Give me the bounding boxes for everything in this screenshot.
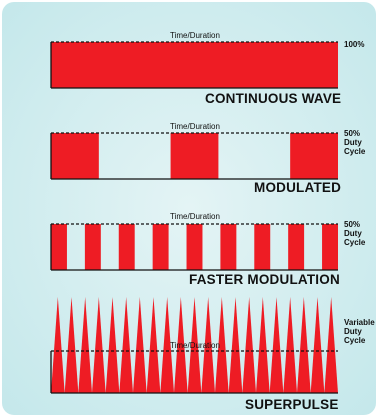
panel-3-pulse — [118, 224, 135, 270]
panel-1-name-label: CONTINUOUS WAVE — [205, 91, 342, 106]
superpulse-spike — [324, 297, 338, 393]
superpulse-spike — [187, 297, 202, 393]
panel-2-pulse — [290, 133, 338, 179]
panel-4-side-label-line-1: Variable — [344, 318, 375, 327]
panel-3-pulse — [84, 224, 101, 270]
panel-3-name-label: FASTER MODULATION — [189, 272, 340, 287]
superpulse-spike — [228, 297, 243, 393]
panel-2-side-label-line-3: Cycle — [344, 147, 366, 156]
panel-3-side-label-line-1: 50% — [344, 220, 361, 229]
panel-3-side-label-line-2: Duty — [344, 229, 362, 238]
panel-4-side-label-line-3: Cycle — [344, 336, 366, 345]
superpulse-spike — [242, 297, 256, 393]
superpulse-spike — [283, 297, 297, 393]
superpulse-spike — [201, 297, 215, 393]
superpulse-spike — [215, 297, 229, 393]
panel-3-pulse — [186, 224, 203, 270]
panel-4-side-label-line-2: Duty — [344, 327, 362, 336]
panel-3-pulse — [254, 224, 271, 270]
superpulse-spike — [92, 297, 106, 393]
superpulse-spike — [269, 297, 284, 393]
superpulse-spike — [174, 297, 188, 393]
panel-2-pulse — [51, 133, 99, 179]
panel-3-pulse — [152, 224, 169, 270]
panel-3-pulse — [51, 224, 67, 270]
panel-3-pulse — [288, 224, 305, 270]
superpulse-spike — [297, 297, 311, 393]
superpulse-spike — [160, 297, 174, 393]
panel-3-pulse — [220, 224, 237, 270]
panel-1-time-label: Time/Duration — [170, 31, 220, 40]
panel-2-side-label-line-2: Duty — [344, 138, 362, 147]
superpulse-spike — [119, 297, 133, 393]
continuous-pulse — [51, 42, 338, 88]
background-panel — [2, 2, 376, 415]
panel-1-side-label-line-1: 100% — [344, 40, 365, 49]
panel-2-pulse — [170, 133, 219, 179]
panel-3-side-label-line-3: Cycle — [344, 238, 366, 247]
superpulse-spike — [146, 297, 161, 393]
panel-2-time-label: Time/Duration — [170, 122, 220, 131]
panel-3-time-label: Time/Duration — [170, 212, 220, 221]
panel-4-time-label: Time/Duration — [170, 341, 220, 350]
panel-3-pulse — [322, 224, 338, 270]
superpulse-spike — [78, 297, 92, 393]
superpulse-spike — [133, 297, 147, 393]
panel-2-name-label: MODULATED — [254, 180, 342, 195]
superpulse-spike — [64, 297, 79, 393]
superpulse-spike — [310, 297, 325, 393]
superpulse-spike — [256, 297, 270, 393]
panel-2-side-label-line-1: 50% — [344, 129, 361, 138]
superpulse-spike — [51, 297, 65, 393]
panel-4-name-label: SUPERPULSE — [245, 397, 339, 412]
superpulse-spike — [105, 297, 120, 393]
